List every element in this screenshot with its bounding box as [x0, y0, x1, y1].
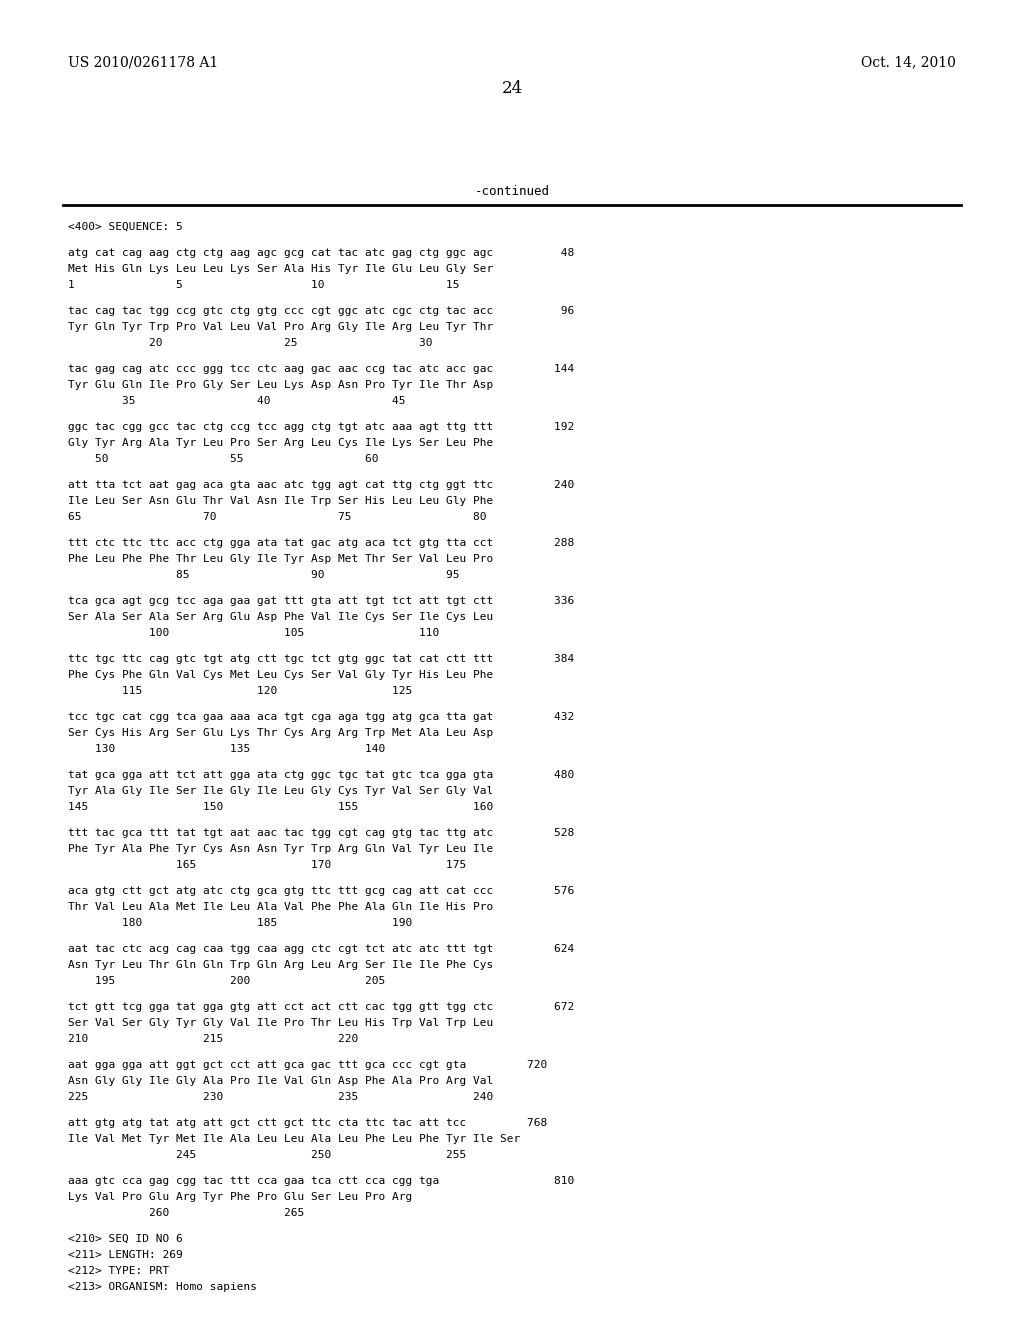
Text: 165                 170                 175: 165 170 175	[68, 861, 466, 870]
Text: <213> ORGANISM: Homo sapiens: <213> ORGANISM: Homo sapiens	[68, 1282, 257, 1292]
Text: Ile Leu Ser Asn Glu Thr Val Asn Ile Trp Ser His Leu Leu Gly Phe: Ile Leu Ser Asn Glu Thr Val Asn Ile Trp …	[68, 496, 494, 506]
Text: Ser Val Ser Gly Tyr Gly Val Ile Pro Thr Leu His Trp Val Trp Leu: Ser Val Ser Gly Tyr Gly Val Ile Pro Thr …	[68, 1018, 494, 1028]
Text: aca gtg ctt gct atg atc ctg gca gtg ttc ttt gcg cag att cat ccc         576: aca gtg ctt gct atg atc ctg gca gtg ttc …	[68, 886, 574, 896]
Text: 65                  70                  75                  80: 65 70 75 80	[68, 512, 486, 521]
Text: ttc tgc ttc cag gtc tgt atg ctt tgc tct gtg ggc tat cat ctt ttt         384: ttc tgc ttc cag gtc tgt atg ctt tgc tct …	[68, 653, 574, 664]
Text: Asn Gly Gly Ile Gly Ala Pro Ile Val Gln Asp Phe Ala Pro Arg Val: Asn Gly Gly Ile Gly Ala Pro Ile Val Gln …	[68, 1076, 494, 1086]
Text: 145                 150                 155                 160: 145 150 155 160	[68, 803, 494, 812]
Text: 225                 230                 235                 240: 225 230 235 240	[68, 1092, 494, 1102]
Text: Met His Gln Lys Leu Leu Lys Ser Ala His Tyr Ile Glu Leu Gly Ser: Met His Gln Lys Leu Leu Lys Ser Ala His …	[68, 264, 494, 275]
Text: Phe Cys Phe Gln Val Cys Met Leu Cys Ser Val Gly Tyr His Leu Phe: Phe Cys Phe Gln Val Cys Met Leu Cys Ser …	[68, 671, 494, 680]
Text: Phe Tyr Ala Phe Tyr Cys Asn Asn Tyr Trp Arg Gln Val Tyr Leu Ile: Phe Tyr Ala Phe Tyr Cys Asn Asn Tyr Trp …	[68, 843, 494, 854]
Text: Tyr Gln Tyr Trp Pro Val Leu Val Pro Arg Gly Ile Arg Leu Tyr Thr: Tyr Gln Tyr Trp Pro Val Leu Val Pro Arg …	[68, 322, 494, 333]
Text: tcc tgc cat cgg tca gaa aaa aca tgt cga aga tgg atg gca tta gat         432: tcc tgc cat cgg tca gaa aaa aca tgt cga …	[68, 711, 574, 722]
Text: Phe Leu Phe Phe Thr Leu Gly Ile Tyr Asp Met Thr Ser Val Leu Pro: Phe Leu Phe Phe Thr Leu Gly Ile Tyr Asp …	[68, 554, 494, 564]
Text: 195                 200                 205: 195 200 205	[68, 975, 385, 986]
Text: <400> SEQUENCE: 5: <400> SEQUENCE: 5	[68, 222, 182, 232]
Text: 85                  90                  95: 85 90 95	[68, 570, 460, 579]
Text: Ser Ala Ser Ala Ser Arg Glu Asp Phe Val Ile Cys Ser Ile Cys Leu: Ser Ala Ser Ala Ser Arg Glu Asp Phe Val …	[68, 612, 494, 622]
Text: tac cag tac tgg ccg gtc ctg gtg ccc cgt ggc atc cgc ctg tac acc          96: tac cag tac tgg ccg gtc ctg gtg ccc cgt …	[68, 306, 574, 315]
Text: ttt tac gca ttt tat tgt aat aac tac tgg cgt cag gtg tac ttg atc         528: ttt tac gca ttt tat tgt aat aac tac tgg …	[68, 828, 574, 838]
Text: Ser Cys His Arg Ser Glu Lys Thr Cys Arg Arg Trp Met Ala Leu Asp: Ser Cys His Arg Ser Glu Lys Thr Cys Arg …	[68, 729, 494, 738]
Text: 1               5                   10                  15: 1 5 10 15	[68, 280, 460, 290]
Text: 260                 265: 260 265	[68, 1208, 304, 1218]
Text: Tyr Ala Gly Ile Ser Ile Gly Ile Leu Gly Cys Tyr Val Ser Gly Val: Tyr Ala Gly Ile Ser Ile Gly Ile Leu Gly …	[68, 785, 494, 796]
Text: -continued: -continued	[474, 185, 550, 198]
Text: 130                 135                 140: 130 135 140	[68, 744, 385, 754]
Text: <212> TYPE: PRT: <212> TYPE: PRT	[68, 1266, 169, 1276]
Text: 24: 24	[502, 81, 522, 96]
Text: ttt ctc ttc ttc acc ctg gga ata tat gac atg aca tct gtg tta cct         288: ttt ctc ttc ttc acc ctg gga ata tat gac …	[68, 539, 574, 548]
Text: aat gga gga att ggt gct cct att gca gac ttt gca ccc cgt gta         720: aat gga gga att ggt gct cct att gca gac …	[68, 1060, 547, 1071]
Text: 180                 185                 190: 180 185 190	[68, 917, 413, 928]
Text: tct gtt tcg gga tat gga gtg att cct act ctt cac tgg gtt tgg ctc         672: tct gtt tcg gga tat gga gtg att cct act …	[68, 1002, 574, 1012]
Text: Thr Val Leu Ala Met Ile Leu Ala Val Phe Phe Ala Gln Ile His Pro: Thr Val Leu Ala Met Ile Leu Ala Val Phe …	[68, 902, 494, 912]
Text: atg cat cag aag ctg ctg aag agc gcg cat tac atc gag ctg ggc agc          48: atg cat cag aag ctg ctg aag agc gcg cat …	[68, 248, 574, 257]
Text: Ile Val Met Tyr Met Ile Ala Leu Leu Ala Leu Phe Leu Phe Tyr Ile Ser: Ile Val Met Tyr Met Ile Ala Leu Leu Ala …	[68, 1134, 520, 1144]
Text: 245                 250                 255: 245 250 255	[68, 1150, 466, 1160]
Text: 100                 105                 110: 100 105 110	[68, 628, 439, 638]
Text: att tta tct aat gag aca gta aac atc tgg agt cat ttg ctg ggt ttc         240: att tta tct aat gag aca gta aac atc tgg …	[68, 480, 574, 490]
Text: Tyr Glu Gln Ile Pro Gly Ser Leu Lys Asp Asn Pro Tyr Ile Thr Asp: Tyr Glu Gln Ile Pro Gly Ser Leu Lys Asp …	[68, 380, 494, 389]
Text: <211> LENGTH: 269: <211> LENGTH: 269	[68, 1250, 182, 1261]
Text: Gly Tyr Arg Ala Tyr Leu Pro Ser Arg Leu Cys Ile Lys Ser Leu Phe: Gly Tyr Arg Ala Tyr Leu Pro Ser Arg Leu …	[68, 438, 494, 447]
Text: att gtg atg tat atg att gct ctt gct ttc cta ttc tac att tcc         768: att gtg atg tat atg att gct ctt gct ttc …	[68, 1118, 547, 1129]
Text: aat tac ctc acg cag caa tgg caa agg ctc cgt tct atc atc ttt tgt         624: aat tac ctc acg cag caa tgg caa agg ctc …	[68, 944, 574, 954]
Text: 210                 215                 220: 210 215 220	[68, 1034, 358, 1044]
Text: ggc tac cgg gcc tac ctg ccg tcc agg ctg tgt atc aaa agt ttg ttt         192: ggc tac cgg gcc tac ctg ccg tcc agg ctg …	[68, 422, 574, 432]
Text: Lys Val Pro Glu Arg Tyr Phe Pro Glu Ser Leu Pro Arg: Lys Val Pro Glu Arg Tyr Phe Pro Glu Ser …	[68, 1192, 413, 1203]
Text: Oct. 14, 2010: Oct. 14, 2010	[861, 55, 956, 69]
Text: <210> SEQ ID NO 6: <210> SEQ ID NO 6	[68, 1234, 182, 1243]
Text: Asn Tyr Leu Thr Gln Gln Trp Gln Arg Leu Arg Ser Ile Ile Phe Cys: Asn Tyr Leu Thr Gln Gln Trp Gln Arg Leu …	[68, 960, 494, 970]
Text: tac gag cag atc ccc ggg tcc ctc aag gac aac ccg tac atc acc gac         144: tac gag cag atc ccc ggg tcc ctc aag gac …	[68, 364, 574, 374]
Text: tat gca gga att tct att gga ata ctg ggc tgc tat gtc tca gga gta         480: tat gca gga att tct att gga ata ctg ggc …	[68, 770, 574, 780]
Text: tca gca agt gcg tcc aga gaa gat ttt gta att tgt tct att tgt ctt         336: tca gca agt gcg tcc aga gaa gat ttt gta …	[68, 597, 574, 606]
Text: 50                  55                  60: 50 55 60	[68, 454, 379, 465]
Text: aaa gtc cca gag cgg tac ttt cca gaa tca ctt cca cgg tga                 810: aaa gtc cca gag cgg tac ttt cca gaa tca …	[68, 1176, 574, 1185]
Text: US 2010/0261178 A1: US 2010/0261178 A1	[68, 55, 218, 69]
Text: 115                 120                 125: 115 120 125	[68, 686, 413, 696]
Text: 35                  40                  45: 35 40 45	[68, 396, 406, 407]
Text: 20                  25                  30: 20 25 30	[68, 338, 432, 348]
